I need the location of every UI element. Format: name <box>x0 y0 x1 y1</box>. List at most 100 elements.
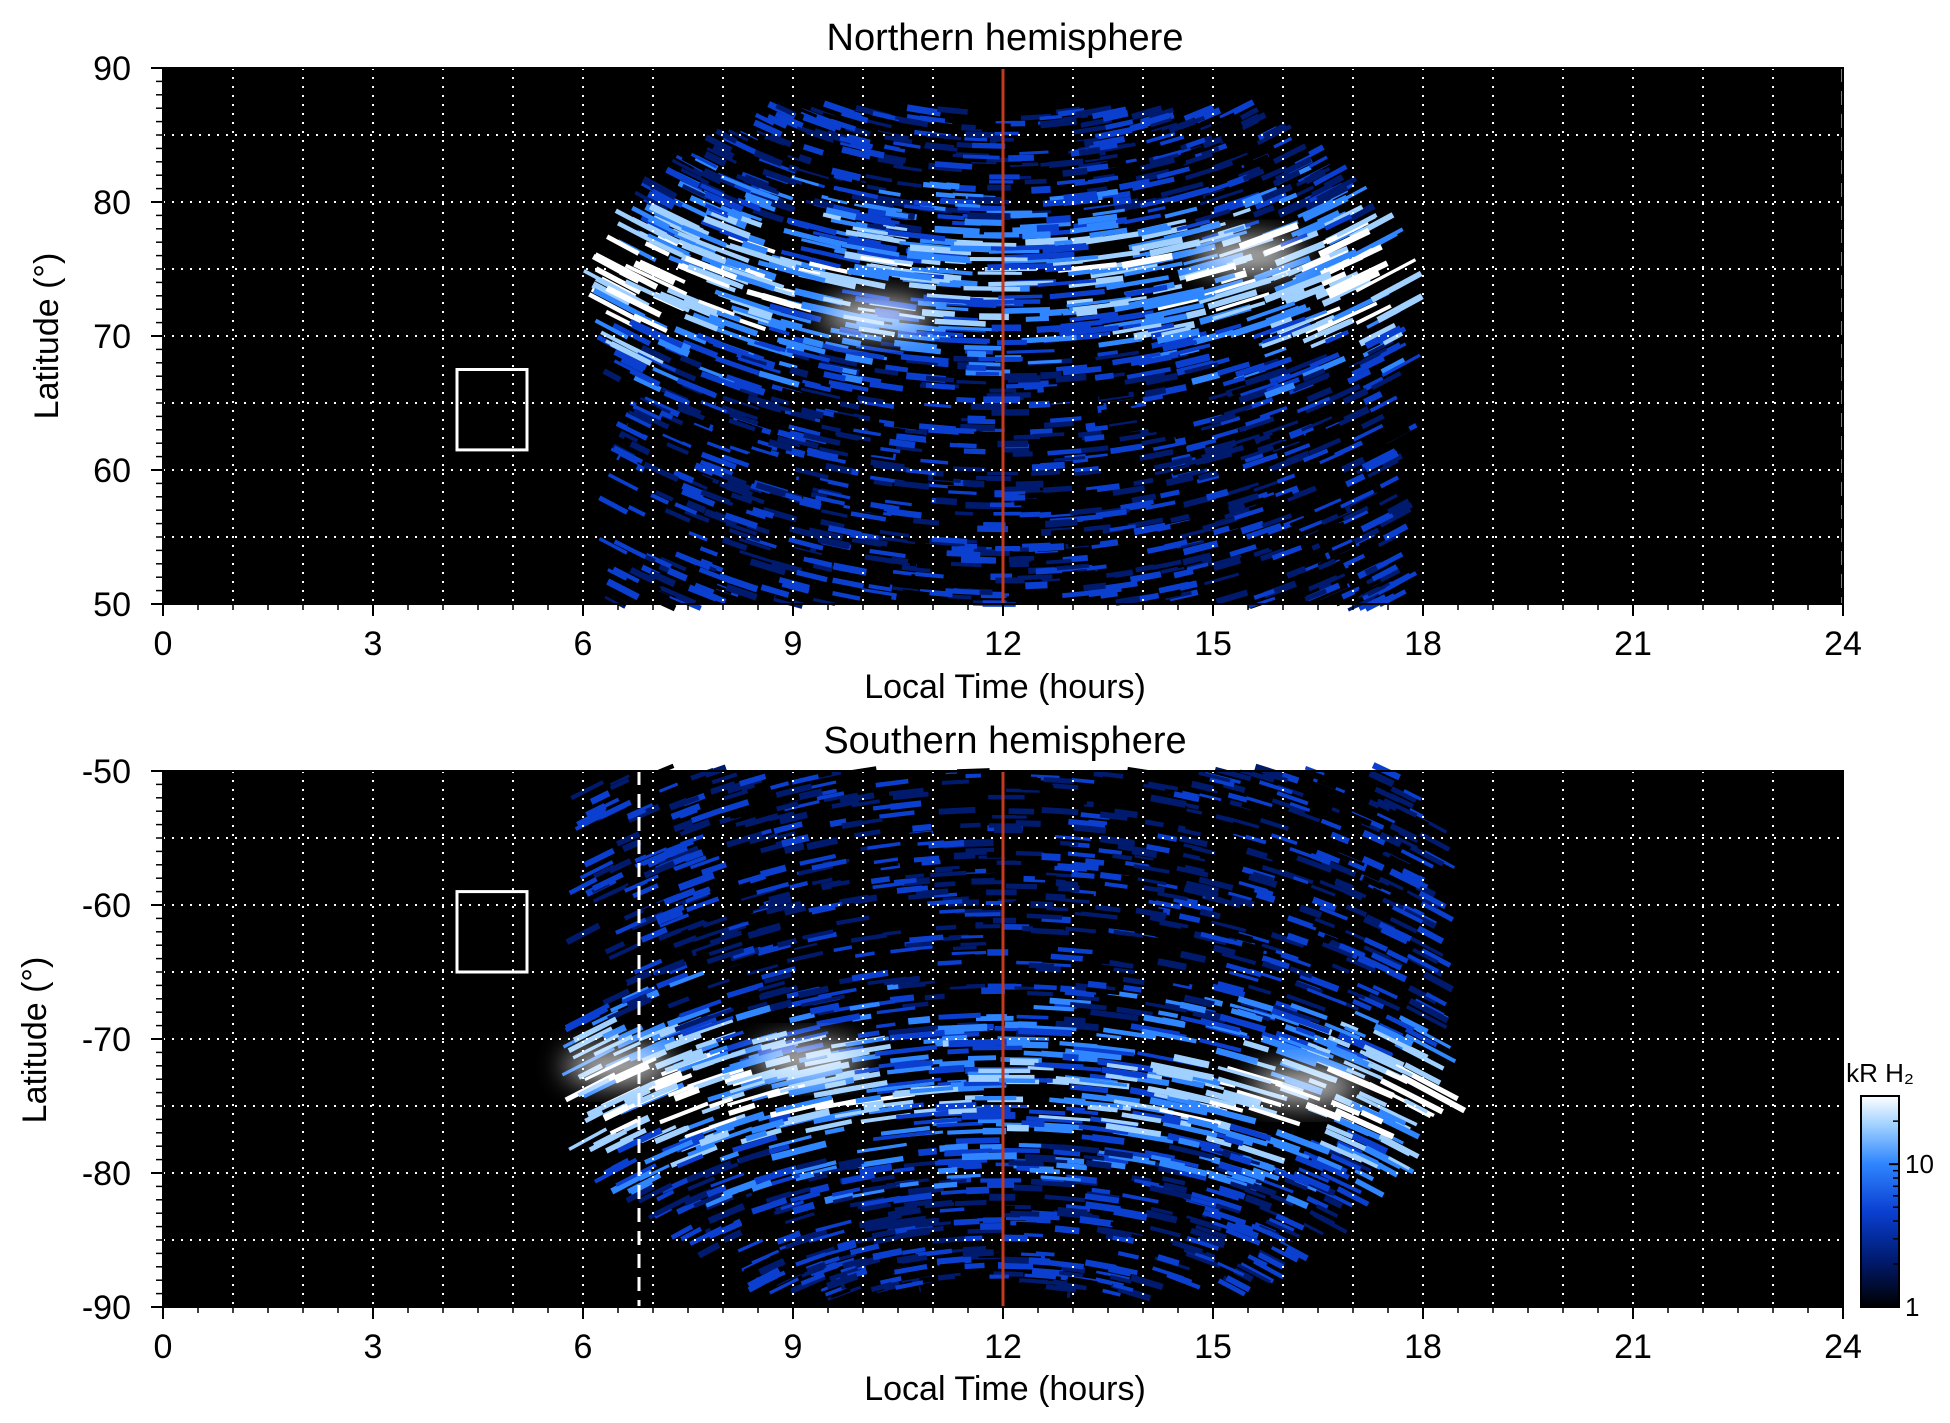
emission-streak <box>768 1134 812 1150</box>
emission-streak <box>655 904 685 921</box>
emission-streak <box>1043 777 1074 784</box>
emission-streak <box>1328 540 1357 559</box>
emission-streak <box>677 405 705 422</box>
emission-streak <box>1363 1044 1405 1067</box>
emission-streak <box>1335 592 1360 607</box>
emission-streak <box>1149 1221 1184 1234</box>
emission-streak <box>1271 545 1303 561</box>
emission-streak <box>923 1034 968 1045</box>
emission-streak <box>709 1217 734 1233</box>
emission-streak <box>868 388 890 397</box>
emission-streak <box>701 1104 721 1115</box>
emission-streak <box>1420 900 1455 922</box>
emission-streak <box>1074 466 1099 473</box>
emission-streak <box>684 1181 721 1202</box>
emission-streak <box>1200 931 1234 945</box>
emission-streak <box>1070 1084 1109 1094</box>
emission-streak <box>1302 355 1347 379</box>
emission-streak <box>1161 326 1192 339</box>
emission-streak <box>812 231 862 245</box>
emission-streak <box>631 205 671 230</box>
emission-streak <box>1325 260 1389 295</box>
emission-streak <box>1053 1147 1081 1157</box>
emission-streak <box>1294 185 1315 198</box>
emission-streak <box>1109 1274 1132 1284</box>
emission-streak <box>1083 1155 1105 1161</box>
emission-streak <box>1178 835 1208 848</box>
emission-streak <box>1003 585 1041 594</box>
emission-streak <box>686 1160 733 1183</box>
emission-streak <box>1194 1252 1215 1263</box>
emission-streak <box>1288 807 1321 823</box>
emission-streak <box>1416 925 1445 945</box>
emission-streak <box>784 1212 815 1225</box>
emission-streak <box>733 808 758 819</box>
emission-streak <box>1133 321 1196 340</box>
emission-streak <box>692 312 726 330</box>
emission-streak <box>1219 1013 1267 1033</box>
emission-streak <box>618 430 639 446</box>
emission-streak <box>1070 506 1103 516</box>
emission-streak <box>962 958 983 966</box>
emission-streak <box>1294 249 1358 281</box>
emission-streak <box>723 1069 753 1085</box>
emission-streak <box>1379 508 1412 528</box>
emission-streak <box>878 1059 918 1069</box>
emission-streak <box>890 910 925 920</box>
emission-streak <box>1398 1015 1429 1034</box>
emission-streak <box>938 1012 981 1020</box>
emission-streak <box>726 480 751 491</box>
y-tick-label: 80 <box>93 184 131 222</box>
emission-streak <box>1066 197 1114 210</box>
emission-streak <box>1104 1149 1134 1159</box>
emission-streak <box>681 420 707 435</box>
emission-streak <box>613 349 648 371</box>
emission-streak <box>1284 353 1328 375</box>
emission-streak <box>1152 147 1188 161</box>
emission-streak <box>1146 843 1171 854</box>
y-tick-label: 70 <box>93 318 131 356</box>
emission-streak <box>824 1190 854 1205</box>
emission-streak <box>841 337 862 347</box>
emission-streak <box>1126 366 1172 380</box>
emission-streak <box>715 128 738 144</box>
emission-streak <box>1112 1283 1134 1293</box>
emission-streak <box>1320 1171 1362 1195</box>
emission-streak <box>958 1280 983 1288</box>
emission-streak <box>1182 540 1219 556</box>
emission-streak <box>871 1228 896 1239</box>
emission-streak <box>1106 275 1170 291</box>
emission-streak <box>683 296 718 316</box>
emission-streak <box>907 1185 945 1196</box>
emission-streak <box>700 490 734 507</box>
emission-streak <box>692 926 728 943</box>
emission-streak <box>1104 1147 1153 1159</box>
emission-streak <box>960 822 981 829</box>
emission-streak <box>687 1142 716 1157</box>
emission-streak <box>790 410 816 422</box>
emission-streak <box>1379 419 1410 439</box>
emission-streak <box>936 953 976 962</box>
emission-streak <box>737 356 774 372</box>
emission-streak <box>1075 307 1098 317</box>
emission-streak <box>1001 306 1051 315</box>
emission-streak <box>681 1080 703 1092</box>
emission-streak <box>1363 937 1388 952</box>
emission-streak <box>1131 236 1184 253</box>
emission-streak <box>1240 1167 1266 1182</box>
emission-streak <box>1237 1143 1286 1165</box>
emission-streak <box>881 268 933 281</box>
emission-streak <box>1346 1067 1366 1079</box>
emission-streak <box>1376 798 1398 812</box>
emission-streak <box>749 833 779 845</box>
emission-streak <box>1229 1123 1272 1142</box>
emission-streak <box>963 437 988 442</box>
emission-streak <box>615 1163 657 1187</box>
emission-streak <box>665 166 705 192</box>
emission-streak <box>1021 1120 1045 1128</box>
emission-streak <box>782 491 803 502</box>
emission-streak <box>912 823 932 832</box>
emission-streak <box>1260 165 1288 181</box>
emission-streak <box>778 360 798 370</box>
emission-streak <box>780 1200 805 1211</box>
